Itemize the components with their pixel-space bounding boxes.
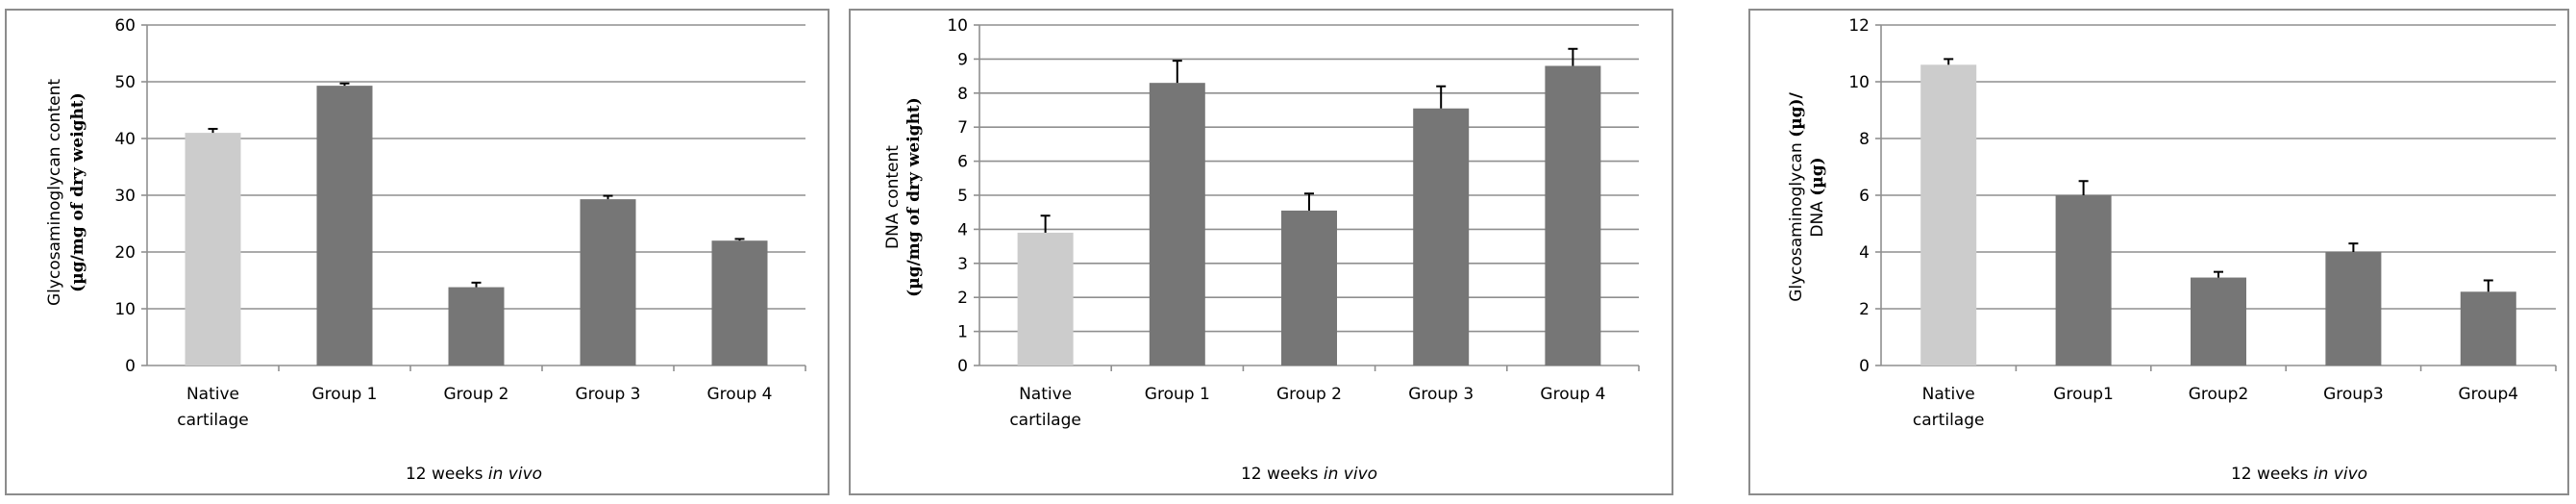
y-axis-label-unit: (µg/mg of dry weight)	[68, 92, 87, 292]
chart-gag-per-dna: 0 2 4 6 8 10 12 Native cartilage Group1 Group2 Gro…	[1748, 9, 2569, 495]
x-axis-label: 12 weeks in vivo	[406, 465, 542, 484]
chart-panel-gag-content: 0 10 20 30 40 50 60 Native cartilage Group 1 Grou…	[0, 0, 836, 504]
chart-dna-content: 0 1 2 3 4 5 6 7 8 9 10 Native cartilage Group 1 Group…	[849, 9, 1673, 495]
y-tick-label: 0	[125, 357, 136, 376]
bar	[316, 86, 373, 365]
chart-frame	[849, 9, 1673, 495]
x-tick-label: Native cartilage	[177, 385, 249, 430]
y-tick-label: 2	[1859, 300, 1870, 319]
x-tick-label: Group1	[2053, 385, 2114, 404]
chart-panel-gag-per-dna: 0 2 4 6 8 10 12 Native cartilage Group1 Group2 Gro…	[1744, 0, 2576, 504]
x-tick-label: Group 4	[1540, 385, 1605, 404]
x-tick-label: Group4	[2459, 385, 2519, 404]
bar	[1281, 210, 1337, 365]
x-axis-label: 12 weeks in vivo	[2231, 465, 2367, 484]
y-tick-label: 8	[1859, 130, 1870, 149]
x-tick-label: Group 3	[576, 385, 641, 404]
y-tick-label: 0	[1859, 357, 1870, 376]
x-tick-label: Group 3	[1408, 385, 1474, 404]
y-tick-label: 10	[947, 16, 968, 36]
x-tick-label: Native cartilage	[1913, 385, 1985, 430]
bar	[2055, 195, 2112, 365]
x-tick-label: Group3	[2323, 385, 2384, 404]
bar	[711, 240, 768, 365]
bar	[1920, 64, 1977, 366]
bar	[2325, 252, 2382, 365]
y-tick-label: 50	[114, 73, 136, 92]
x-axis-label: 12 weeks in vivo	[1241, 465, 1377, 484]
bar	[448, 287, 505, 365]
x-tick-label: Group 2	[444, 385, 509, 404]
bar	[1017, 232, 1074, 365]
y-axis-label-unit: (µg/mg of dry weight)	[904, 97, 924, 297]
bar	[1545, 65, 1601, 365]
y-tick-label: 8	[957, 85, 968, 104]
y-tick-label: 4	[1859, 243, 1870, 263]
y-axis-label: Glycosaminoglycan (µg)/	[1787, 91, 1806, 301]
bar	[2191, 277, 2246, 365]
bar	[580, 199, 636, 365]
y-tick-label: 60	[114, 16, 136, 36]
y-axis-label: DNA content	[883, 145, 903, 249]
x-tick-label: Group 1	[1145, 385, 1210, 404]
y-tick-label: 1	[957, 323, 968, 342]
y-tick-label: 30	[114, 187, 136, 206]
y-tick-label: 10	[114, 300, 136, 319]
chart-gag-content: 0 10 20 30 40 50 60 Native cartilage Group 1 Grou…	[5, 9, 830, 495]
y-tick-label: 7	[957, 118, 968, 138]
y-tick-label: 6	[1859, 187, 1870, 206]
y-tick-label: 5	[957, 187, 968, 206]
x-tick-label: Group 4	[707, 385, 773, 404]
chart-panel-dna-content: 0 1 2 3 4 5 6 7 8 9 10 Native cartilage Group 1 Group…	[846, 0, 1682, 504]
y-axis-label: Glycosaminoglycan content	[45, 79, 64, 306]
y-tick-label: 6	[957, 153, 968, 172]
y-tick-label: 3	[957, 255, 968, 274]
y-tick-label: 40	[114, 130, 136, 149]
x-tick-label: Group2	[2189, 385, 2249, 404]
y-axis-label-line2: DNA (µg)	[1808, 157, 1827, 237]
bar	[1413, 108, 1470, 365]
x-tick-label: Group 1	[312, 385, 378, 404]
y-tick-label: 12	[1848, 16, 1870, 36]
x-tick-label: Group 2	[1276, 385, 1342, 404]
y-tick-label: 20	[114, 243, 136, 263]
bar	[2460, 291, 2516, 365]
y-tick-label: 10	[1848, 73, 1870, 92]
bar	[185, 133, 241, 365]
y-tick-label: 2	[957, 289, 968, 308]
y-tick-label: 9	[957, 50, 968, 69]
y-tick-label: 0	[957, 357, 968, 376]
y-tick-label: 4	[957, 220, 968, 239]
bar	[1149, 83, 1205, 366]
x-tick-label: Native cartilage	[1009, 385, 1081, 430]
